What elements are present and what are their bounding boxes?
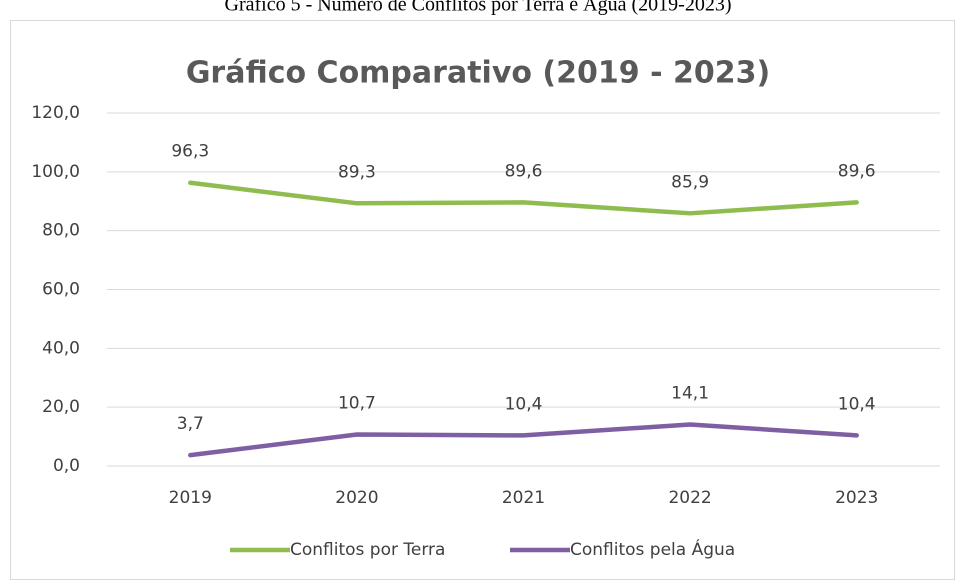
x-tick-label: 2022 <box>668 488 711 508</box>
y-tick-label: 40,0 <box>42 338 80 358</box>
series-line <box>188 180 859 216</box>
data-label: 10,4 <box>505 394 543 414</box>
data-label: 89,3 <box>338 162 376 182</box>
y-tick-label: 0,0 <box>53 456 80 476</box>
y-tick-label: 100,0 <box>31 162 80 182</box>
x-tick-label: 2021 <box>502 488 545 508</box>
chart-border <box>10 20 955 580</box>
chart-title: Gráfico Comparativo (2019 - 2023) <box>186 56 770 91</box>
data-label: 14,1 <box>671 384 709 404</box>
data-label: 96,3 <box>171 142 209 162</box>
x-tick-label: 2020 <box>335 488 378 508</box>
x-tick-label: 2023 <box>835 488 878 508</box>
data-label: 10,4 <box>838 394 876 414</box>
x-tick-label: 2019 <box>169 488 212 508</box>
y-tick-label: 20,0 <box>42 397 80 417</box>
data-label: 89,6 <box>505 161 543 181</box>
data-label: 85,9 <box>671 172 709 192</box>
legend-label: Conflitos pela Água <box>570 538 735 560</box>
legend-label: Conflitos por Terra <box>290 540 445 560</box>
data-label: 3,7 <box>177 414 204 434</box>
series-line <box>188 422 859 458</box>
data-label: 10,7 <box>338 394 376 414</box>
caption: Gráfico 5 - Número de Conflitos por Terr… <box>225 0 732 16</box>
y-tick-label: 120,0 <box>31 103 80 123</box>
y-tick-label: 80,0 <box>42 221 80 241</box>
data-label: 89,6 <box>838 161 876 181</box>
y-tick-label: 60,0 <box>42 280 80 300</box>
